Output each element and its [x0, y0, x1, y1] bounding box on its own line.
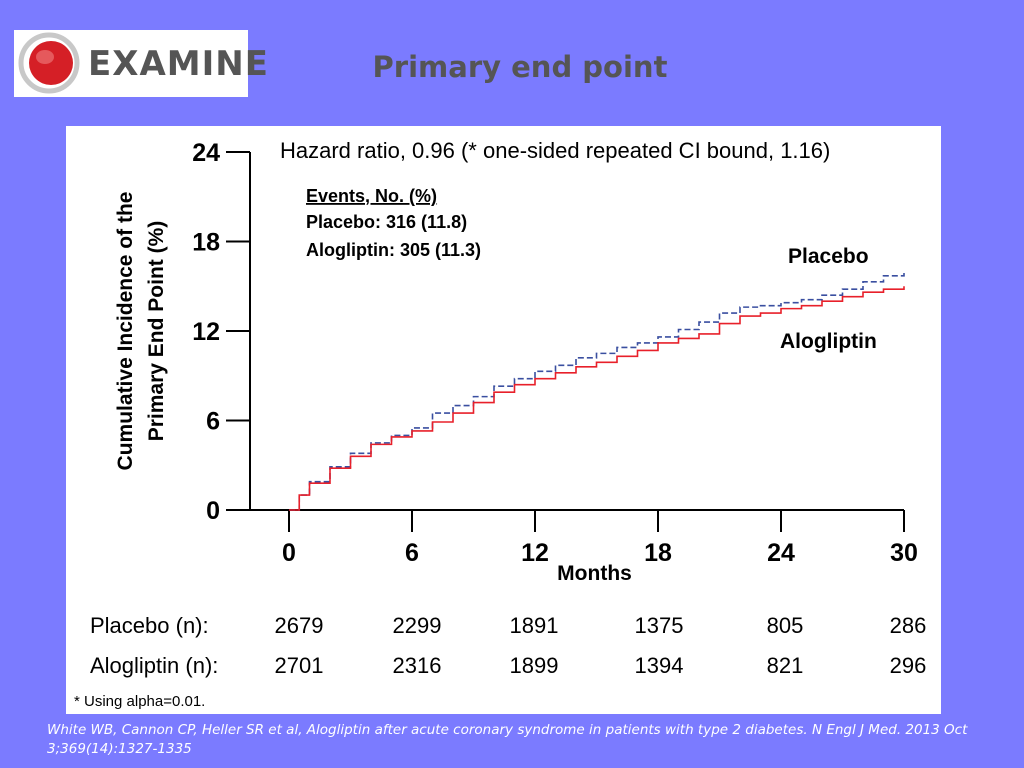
km-chart: 0 6 12 18 24 0 6 12 18 24 30 Months Cumulative Incid… — [90, 138, 927, 678]
examine-logo: EXAMINE — [14, 30, 268, 97]
at-risk-value: 2299 — [393, 613, 442, 638]
at-risk-value: 1375 — [635, 613, 684, 638]
chart-panel: 0 6 12 18 24 0 6 12 18 24 30 Months Cumulative Incid… — [66, 126, 941, 714]
y-tick-label: 6 — [206, 408, 220, 436]
x-tick-label: 6 — [405, 539, 419, 567]
slide-title: Primary end point — [372, 50, 668, 84]
y-tick-label: 12 — [192, 318, 220, 346]
series-alogliptin-line — [289, 286, 905, 511]
citation: White WB, Cannon CP, Heller SR et al, Al… — [47, 722, 968, 757]
x-axis-label: Months — [557, 562, 632, 585]
at-risk-row-label: Alogliptin (n): — [90, 653, 218, 678]
at-risk-value: 296 — [890, 653, 927, 678]
at-risk-value: 805 — [767, 613, 804, 638]
at-risk-value: 2316 — [393, 653, 442, 678]
footnote: * Using alpha=0.01. — [74, 693, 206, 710]
events-line: Alogliptin: 305 (11.3) — [306, 240, 481, 260]
events-line: Placebo: 316 (11.8) — [306, 212, 467, 232]
x-tick-label: 30 — [890, 539, 918, 567]
at-risk-value: 821 — [767, 653, 804, 678]
at-risk-value: 2679 — [275, 613, 324, 638]
y-tick-label: 18 — [192, 229, 220, 257]
y-tick-label: 0 — [206, 497, 220, 525]
at-risk-row-label: Placebo (n): — [90, 613, 209, 638]
x-tick-label: 24 — [767, 539, 795, 567]
x-tick-label: 0 — [282, 539, 296, 567]
at-risk-value: 1899 — [510, 653, 559, 678]
at-risk-value: 2701 — [275, 653, 324, 678]
y-axis-label: Primary End Point (%) — [145, 221, 168, 442]
at-risk-value: 1891 — [510, 613, 559, 638]
at-risk-value: 1394 — [635, 653, 684, 678]
series-placebo-line — [289, 271, 905, 511]
y-axis-label: Cumulative Incidence of the — [114, 192, 137, 471]
chart-title: Hazard ratio, 0.96 (* one-sided repeated… — [280, 138, 830, 163]
y-tick-label: 24 — [192, 139, 220, 167]
series-label-alogliptin: Alogliptin — [780, 330, 877, 353]
x-tick-label: 18 — [644, 539, 672, 567]
series-label-placebo: Placebo — [788, 245, 869, 268]
logo-emblem-icon — [18, 32, 80, 94]
at-risk-value: 286 — [890, 613, 927, 638]
logo-text: EXAMINE — [88, 44, 269, 84]
x-tick-label: 12 — [521, 539, 549, 567]
events-header: Events, No. (%) — [306, 186, 437, 206]
